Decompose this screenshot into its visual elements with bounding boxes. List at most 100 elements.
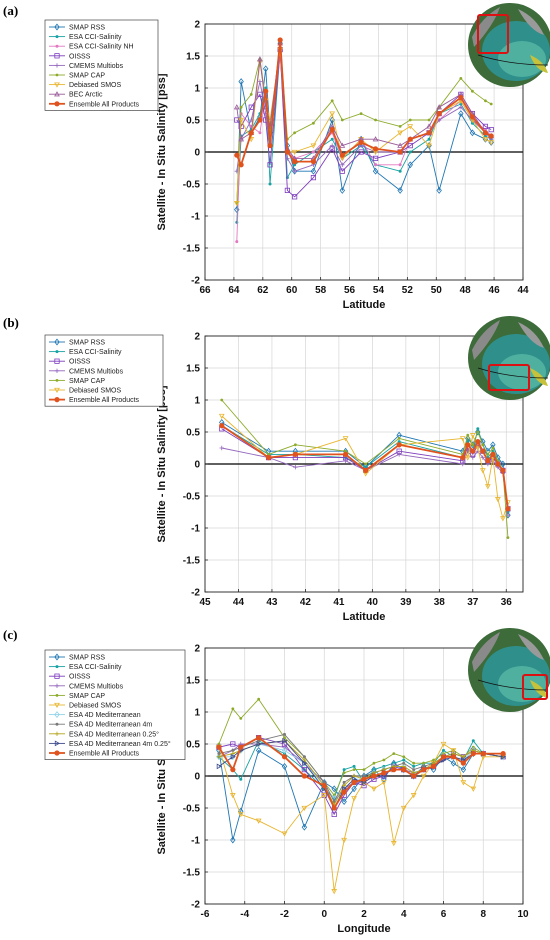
data-point-smap-cap bbox=[484, 99, 487, 103]
data-point-smap-cap bbox=[352, 768, 356, 771]
data-point-ensemble-all-products bbox=[407, 136, 413, 142]
data-point-smap-cap bbox=[432, 758, 435, 762]
data-point-smap-cap bbox=[489, 102, 493, 106]
data-point-ensemble-all-products bbox=[460, 455, 466, 461]
data-point-esa-4d-mediterranean-4m bbox=[412, 768, 416, 772]
data-point-esa-cci-salinity bbox=[408, 150, 412, 154]
data-point-oisss bbox=[372, 155, 379, 161]
y-tick-label: 2 bbox=[194, 20, 200, 31]
data-point-bec-arctic bbox=[426, 123, 432, 129]
legend-marker-debiased-smos bbox=[54, 387, 60, 394]
data-point-oisss bbox=[292, 194, 298, 200]
legend-marker-ensemble-all-products bbox=[54, 101, 60, 107]
data-point-cmems-multiobs bbox=[458, 105, 464, 110]
y-tick-label: 1.5 bbox=[186, 364, 200, 375]
chart-panel-3: (c) -6 -4 -2 0 2 4 6 8 10 -2 -1.5 -1 -0.5 0 0.5 1 1.5 2 Lon… bbox=[3, 627, 529, 935]
data-point-smap-rss bbox=[397, 186, 403, 194]
legend-marker-ensemble-all-products bbox=[54, 397, 60, 403]
data-point-debiased-smos bbox=[342, 436, 349, 442]
y-tick-label: 2 bbox=[194, 644, 200, 655]
data-point-esa-4d-mediterranean-4m-0-25deg bbox=[282, 737, 288, 744]
legend-label-cmems-multiobs: CMEMS Multiobs bbox=[69, 683, 124, 690]
data-point-cmems-multiobs bbox=[436, 117, 442, 123]
data-point-debiased-smos bbox=[255, 818, 262, 824]
data-point-ensemble-all-products bbox=[238, 744, 244, 750]
y-tick-label: -2 bbox=[191, 588, 200, 599]
y-tick-labels: -2 -1.5 -1 -0.5 0 0.5 1 1.5 2 bbox=[183, 332, 208, 599]
data-point-esa-4d-mediterranean bbox=[281, 746, 288, 754]
data-point-smap-cap bbox=[398, 125, 402, 128]
globe-land-north bbox=[518, 322, 544, 348]
ship-track bbox=[477, 367, 549, 379]
data-point-smap-cap bbox=[231, 707, 235, 711]
data-point-smap-rss bbox=[263, 65, 269, 73]
data-point-cmems-multiobs bbox=[343, 458, 348, 463]
data-point-debiased-smos bbox=[281, 831, 288, 837]
data-point-smap-rss bbox=[351, 785, 357, 793]
data-point-ensemble-all-products bbox=[292, 159, 298, 165]
data-point-smap-cap bbox=[481, 443, 485, 447]
data-point-smap-cap bbox=[506, 536, 510, 539]
data-point-ensemble-all-products bbox=[230, 767, 236, 773]
data-point-ensemble-all-products bbox=[277, 37, 283, 43]
series-group bbox=[233, 37, 495, 244]
data-point-ensemble-all-products bbox=[436, 111, 442, 117]
data-point-smap-cap bbox=[220, 398, 224, 402]
data-point-smap-cap bbox=[359, 112, 363, 115]
globe-coast bbox=[530, 368, 548, 386]
x-axis-label: Latitude bbox=[343, 299, 386, 311]
data-point-oisss bbox=[301, 767, 307, 773]
legend-marker-smap-cap bbox=[55, 73, 59, 77]
data-point-esa-4d-mediterranean-0-25deg bbox=[461, 754, 466, 759]
data-point-debiased-smos bbox=[459, 436, 466, 442]
data-point-debiased-smos bbox=[237, 812, 244, 818]
series-line-bec-arctic bbox=[236, 42, 492, 159]
data-point-ensemble-all-products bbox=[482, 130, 489, 136]
data-point-bec-arctic bbox=[436, 104, 443, 110]
data-point-ensemble-all-products bbox=[372, 146, 379, 152]
data-point-oisss bbox=[358, 149, 364, 155]
data-point-smap-cap bbox=[382, 758, 386, 762]
data-point-esa-4d-mediterranean bbox=[216, 753, 222, 761]
legend-marker-cmems-multiobs bbox=[54, 683, 60, 688]
data-point-ensemble-all-products bbox=[488, 133, 494, 139]
data-point-oisss bbox=[482, 123, 489, 129]
globe-map-icon bbox=[468, 628, 550, 712]
globe-sea-inner bbox=[498, 41, 546, 77]
data-point-oisss bbox=[488, 127, 494, 133]
x-tick-label: 44 bbox=[233, 597, 245, 608]
data-point-ensemble-all-products bbox=[470, 448, 476, 454]
legend: SMAP RSS ESA CCI-Salinity OISSS CMEMS Multi… bbox=[44, 649, 186, 760]
legend-label-debiased-smos: Debiased SMOS bbox=[69, 82, 121, 89]
data-point-cmems-multiobs bbox=[340, 162, 345, 167]
legend-marker-debiased-smos bbox=[54, 702, 60, 709]
data-point-esa-4d-mediterranean-0-25deg bbox=[341, 783, 347, 788]
data-point-debiased-smos bbox=[495, 497, 501, 503]
data-point-smap-rss bbox=[407, 161, 413, 169]
legend-label-esa-cci-salinity: ESA CCI-Salinity bbox=[69, 664, 122, 671]
data-point-cmems-multiobs bbox=[257, 79, 263, 84]
data-point-ensemble-all-products bbox=[480, 751, 486, 757]
globe-sea-inner bbox=[498, 354, 546, 390]
data-point-ensemble-all-products bbox=[391, 767, 397, 773]
data-point-smap-cap bbox=[374, 118, 377, 122]
globe-land-north bbox=[518, 9, 544, 35]
globe-land-west bbox=[472, 632, 500, 672]
data-point-debiased-smos bbox=[474, 445, 481, 452]
series-line-ensemble-all-products bbox=[235, 39, 492, 166]
data-point-esa-4d-mediterranean-4m bbox=[283, 732, 286, 736]
data-point-oisss bbox=[407, 142, 413, 149]
data-point-debiased-smos bbox=[500, 516, 506, 522]
data-point-cmems-multiobs bbox=[330, 143, 335, 148]
legend-label-cmems-multiobs: CMEMS Multiobs bbox=[69, 63, 124, 70]
data-point-smap-cap bbox=[312, 121, 315, 125]
x-tick-label: 0 bbox=[321, 909, 327, 920]
data-point-debiased-smos bbox=[390, 841, 397, 847]
data-point-ensemble-all-products bbox=[460, 760, 466, 766]
series-line-debiased-smos bbox=[221, 415, 509, 519]
data-point-debiased-smos bbox=[470, 786, 477, 792]
data-point-bec-arctic bbox=[372, 136, 379, 142]
x-tick-label: 48 bbox=[460, 285, 472, 296]
data-point-ensemble-all-products bbox=[505, 506, 511, 512]
data-point-smap-cap bbox=[422, 761, 426, 765]
